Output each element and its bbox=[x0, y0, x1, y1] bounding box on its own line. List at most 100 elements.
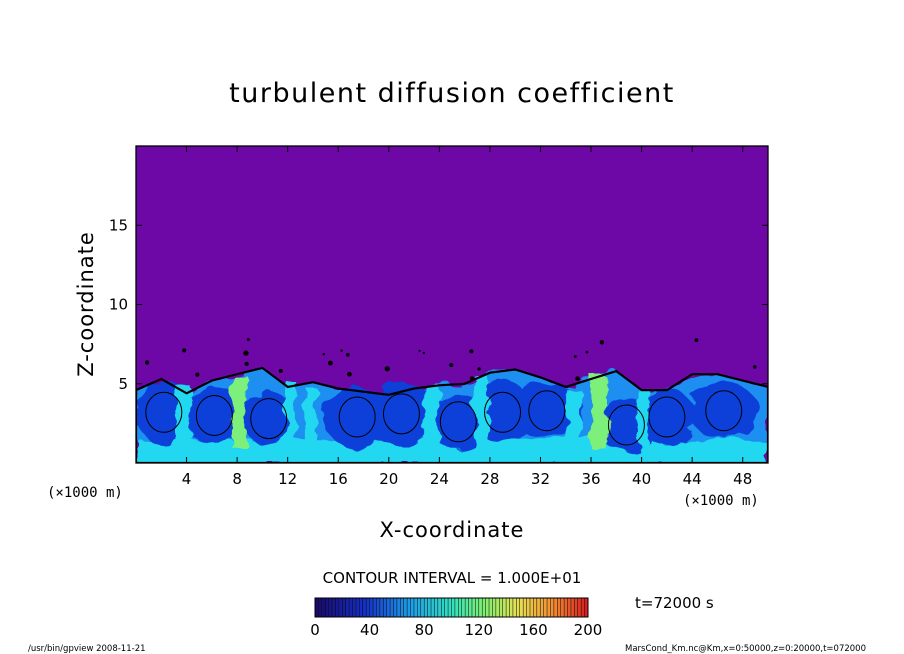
colorbar-segment bbox=[577, 598, 582, 617]
x-tick-label: 12 bbox=[278, 470, 297, 488]
colorbar-segment bbox=[570, 598, 575, 617]
convective-cell bbox=[510, 383, 583, 438]
colorbar-segment bbox=[526, 598, 530, 617]
colorbar-segment bbox=[529, 598, 534, 617]
x-axis-label: X-coordinate bbox=[380, 518, 525, 542]
cell-contour bbox=[648, 396, 686, 438]
updraft-column bbox=[591, 376, 606, 449]
colorbar-segment bbox=[547, 598, 551, 617]
colorbar-tick-label: 40 bbox=[360, 621, 379, 639]
x-tick-label: 40 bbox=[632, 470, 651, 488]
colorbar-segment bbox=[359, 598, 363, 617]
colorbar-segment bbox=[410, 598, 414, 617]
contour-blob bbox=[345, 353, 350, 357]
colorbar-segment bbox=[557, 598, 561, 617]
colorbar-segment bbox=[444, 598, 449, 617]
cell-contour bbox=[484, 391, 522, 433]
convective-cell bbox=[428, 394, 488, 450]
contour-blob bbox=[327, 360, 333, 366]
updraft-column bbox=[637, 388, 648, 462]
x-tick-label: 20 bbox=[379, 470, 398, 488]
colorbar-segment bbox=[584, 598, 588, 617]
colorbar-segment bbox=[352, 598, 356, 617]
colorbar-segment bbox=[509, 598, 513, 617]
contour-blob bbox=[422, 351, 426, 354]
colorbar-segment bbox=[325, 598, 329, 617]
contour-blob bbox=[599, 340, 605, 345]
colorbar-segment bbox=[434, 598, 438, 617]
contour-blob bbox=[243, 350, 249, 356]
colorbar-segment bbox=[465, 598, 469, 617]
colorbar-segment bbox=[383, 598, 387, 617]
colorbar-segment bbox=[393, 598, 397, 617]
contour-blob bbox=[694, 338, 699, 343]
colorbar-segment bbox=[386, 598, 391, 617]
convective-cell bbox=[689, 383, 759, 439]
cell-contour bbox=[145, 391, 183, 433]
colorbar-segment bbox=[366, 598, 370, 617]
y-tick-label: 10 bbox=[109, 296, 128, 314]
convective-cell bbox=[638, 389, 696, 445]
colorbar-segment bbox=[543, 598, 548, 617]
cell-contour bbox=[195, 394, 233, 436]
time-label: t=72000 s bbox=[635, 594, 714, 612]
colorbar-segment bbox=[574, 598, 578, 617]
footer-file-info: MarsCond_Km.nc@Km,x=0:50000,z=0:20000,t=… bbox=[625, 644, 866, 654]
contour-blob bbox=[477, 367, 481, 371]
colorbar-segment bbox=[560, 598, 565, 617]
contour-lines bbox=[136, 337, 768, 463]
colorbar-segment bbox=[315, 598, 319, 617]
colorbar-segment bbox=[321, 598, 326, 617]
colorbar-segment bbox=[373, 598, 377, 617]
x-tick-label: 44 bbox=[683, 470, 702, 488]
boundary-contour bbox=[136, 366, 768, 463]
contour-blob bbox=[346, 371, 352, 377]
colorbar-segment bbox=[567, 598, 571, 617]
x-axis-ticks: 4 8 12 16 20 24 28 32 36 40 44 48 bbox=[182, 146, 752, 488]
contour-blob bbox=[244, 361, 249, 367]
colorbar-segment bbox=[492, 598, 496, 617]
colorbar-segment bbox=[468, 598, 472, 617]
colorbar-segment bbox=[345, 598, 350, 617]
colorbar-segment bbox=[417, 598, 421, 617]
colorbar-segment bbox=[499, 598, 503, 617]
colorbar-frame bbox=[314, 597, 589, 618]
colorbar-segment bbox=[519, 598, 524, 617]
colorbar-segment bbox=[441, 598, 445, 617]
colorbar-segment bbox=[550, 598, 554, 617]
colorbar-segment bbox=[427, 598, 432, 617]
contour-blob bbox=[752, 365, 757, 369]
colorbar-segment bbox=[523, 598, 527, 617]
cell-contour bbox=[338, 396, 376, 438]
contour-blob bbox=[384, 366, 390, 372]
x-tick-label: 32 bbox=[531, 470, 550, 488]
colorbar-segment bbox=[540, 598, 544, 617]
updraft-column bbox=[232, 375, 247, 449]
colorbar-segment bbox=[413, 598, 418, 617]
contour-blob bbox=[449, 362, 454, 368]
chart-title: turbulent diffusion coefficient bbox=[229, 78, 675, 109]
updraft-column bbox=[566, 389, 581, 463]
y-axis-label: Z-coordinate bbox=[74, 231, 98, 377]
colorbar-segment bbox=[335, 598, 339, 617]
x-unit-label-right: (×1000 m) bbox=[683, 493, 759, 509]
cell-contour bbox=[439, 401, 477, 443]
colorbar-tick-label: 160 bbox=[519, 621, 548, 639]
updraft-column bbox=[473, 375, 489, 448]
colorbar-segment bbox=[451, 598, 455, 617]
contour-blob bbox=[469, 376, 474, 381]
colorbar-segment bbox=[369, 598, 374, 617]
colorbar-segment bbox=[553, 598, 558, 617]
colorbar-segment bbox=[437, 598, 442, 617]
x-tick-label: 36 bbox=[581, 470, 600, 488]
colorbar-segment bbox=[512, 598, 517, 617]
colorbar-tick-label: 0 bbox=[310, 621, 320, 639]
x-tick-label: 28 bbox=[480, 470, 499, 488]
cell-contour bbox=[528, 390, 566, 432]
convective-cell bbox=[178, 389, 250, 442]
convective-cell bbox=[366, 381, 437, 447]
updraft-column bbox=[424, 384, 439, 458]
cell-contour bbox=[250, 398, 288, 440]
x-unit-label-left: (×1000 m) bbox=[47, 485, 123, 501]
colorbar-segment bbox=[396, 598, 401, 617]
